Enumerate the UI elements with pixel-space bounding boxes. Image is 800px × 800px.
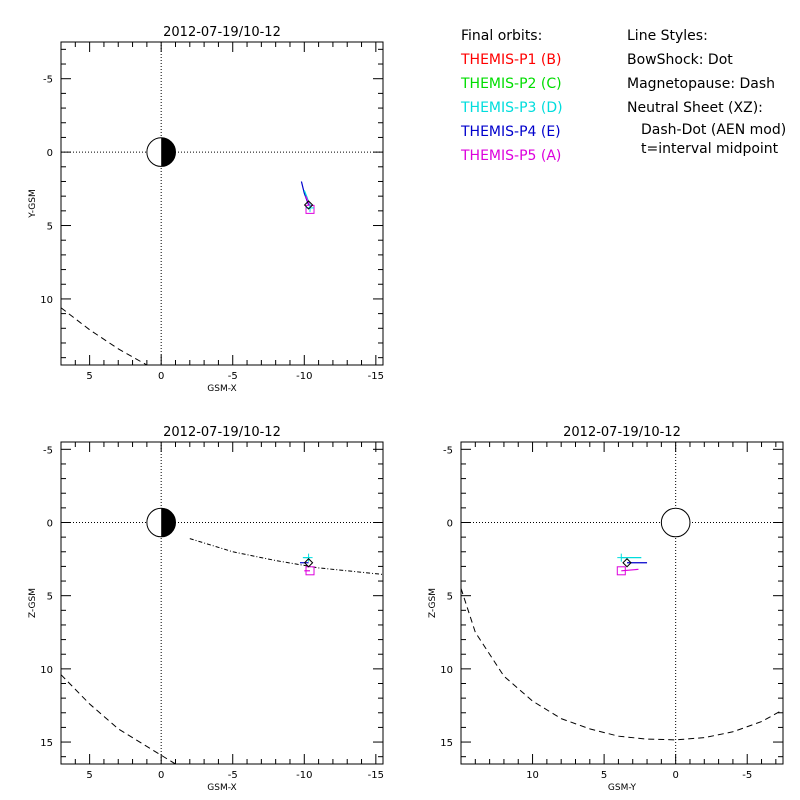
legend-probe-p1: THEMIS-P1 (B) [461,52,562,68]
line-style-neutral-sheet-model: Dash-Dot (AEN mod) [641,122,787,138]
magnetopause-line [461,588,783,741]
probe-marker-plus [304,553,313,562]
y-tick-label: 5 [47,222,53,233]
y-tick-label: 0 [47,519,53,530]
y-tick-label: -5 [443,445,453,456]
line-style-neutral-sheet: Neutral Sheet (XZ): [627,100,763,116]
x-axis-label: GSM-Y [608,783,637,793]
line-styles-header: Line Styles: [627,28,708,44]
probe-marker-square [305,566,315,576]
y-tick-label: -5 [43,75,53,86]
y-tick-label: 5 [47,592,53,603]
chart-title: 2012-07-19/10-12 [163,25,281,40]
plot-area [61,42,383,365]
line-style-midpoint-note: t=interval midpoint [641,141,779,157]
probe-marker-diamond [622,558,632,568]
x-axis-label: GSM-X [207,783,236,793]
plot-frame [460,441,784,765]
probe-marker-plus [617,553,626,562]
earth-circle [660,507,691,538]
x-tick-label: -15 [368,371,384,382]
neutral-sheet-line [189,538,383,575]
plot-area [461,442,783,764]
line-style-bowshock: BowShock: Dot [627,52,733,68]
orbits-legend: Final orbits: THEMIS-P1 (B) THEMIS-P2 (C… [461,24,563,168]
x-tick-label: -10 [296,371,312,382]
y-tick-label: -5 [43,445,53,456]
plot-area [61,442,383,764]
chart-title: 2012-07-19/10-12 [163,425,281,440]
y-tick-label: 15 [440,738,453,749]
orbit-track [621,568,639,572]
y-axis-label: Z-GSM [428,588,438,618]
earth-night-side [161,137,176,167]
chart-panel-3: 2012-07-19/10-12 GSM-Y Z-GSM 10 5 0 -5 -5 0 5 10 15 [428,425,784,793]
earth-night-side [161,508,176,537]
x-tick-label: 0 [672,770,678,781]
x-tick-label: 10 [526,770,539,781]
line-style-magnetopause: Magnetopause: Dash [627,76,776,92]
y-tick-label: 10 [440,665,453,676]
plot-frame [60,41,384,366]
x-tick-label: 5 [86,770,92,781]
magnetopause-line [61,307,148,365]
x-tick-label: -10 [296,770,312,781]
x-tick-label: 5 [601,770,607,781]
y-tick-label: 5 [447,592,453,603]
x-axis-label: GSM-X [207,384,236,394]
legend-probe-p2: THEMIS-P2 (C) [461,76,562,92]
x-tick-label: 5 [86,371,92,382]
chart-panel-1: 2012-07-19/10-12 GSM-X Y-GSM 5 0 -5 -10 -15 -5 0 5… [28,25,384,394]
axis-ticks [60,42,383,365]
probe-marker-square [616,566,626,576]
probe-marker-diamond [303,558,314,568]
magnetopause-line [61,674,176,764]
chart-title: 2012-07-19/10-12 [563,425,681,440]
legend-probe-p4: THEMIS-P4 (E) [461,124,561,140]
orbits-legend-header: Final orbits: [461,28,543,44]
axis-ticks [460,442,783,764]
y-axis-label: Z-GSM [28,588,38,618]
y-axis-label: Y-GSM [28,189,38,218]
y-tick-label: 0 [447,519,453,530]
y-tick-label: 10 [40,295,53,306]
x-tick-label: 0 [158,371,164,382]
chart-panel-2: 2012-07-19/10-12 GSM-X Z-GSM 5 0 -5 -10 -15 -5 0 5… [28,425,384,793]
y-tick-label: 0 [47,148,53,159]
x-tick-label: -15 [368,770,384,781]
x-tick-label: -5 [228,371,238,382]
x-tick-label: -5 [228,770,238,781]
line-styles-legend: Line Styles: BowShock: Dot Magnetopause:… [627,24,786,158]
x-tick-label: -5 [742,770,752,781]
x-tick-label: 0 [158,770,164,781]
y-tick-label: 15 [40,738,53,749]
probe-marker-diamond [303,200,314,210]
legend-probe-p5: THEMIS-P5 (A) [461,148,562,164]
axis-ticks [60,442,383,764]
y-tick-label: 10 [40,665,53,676]
plot-frame [60,441,384,765]
legend-probe-p3: THEMIS-P3 (D) [461,100,563,116]
